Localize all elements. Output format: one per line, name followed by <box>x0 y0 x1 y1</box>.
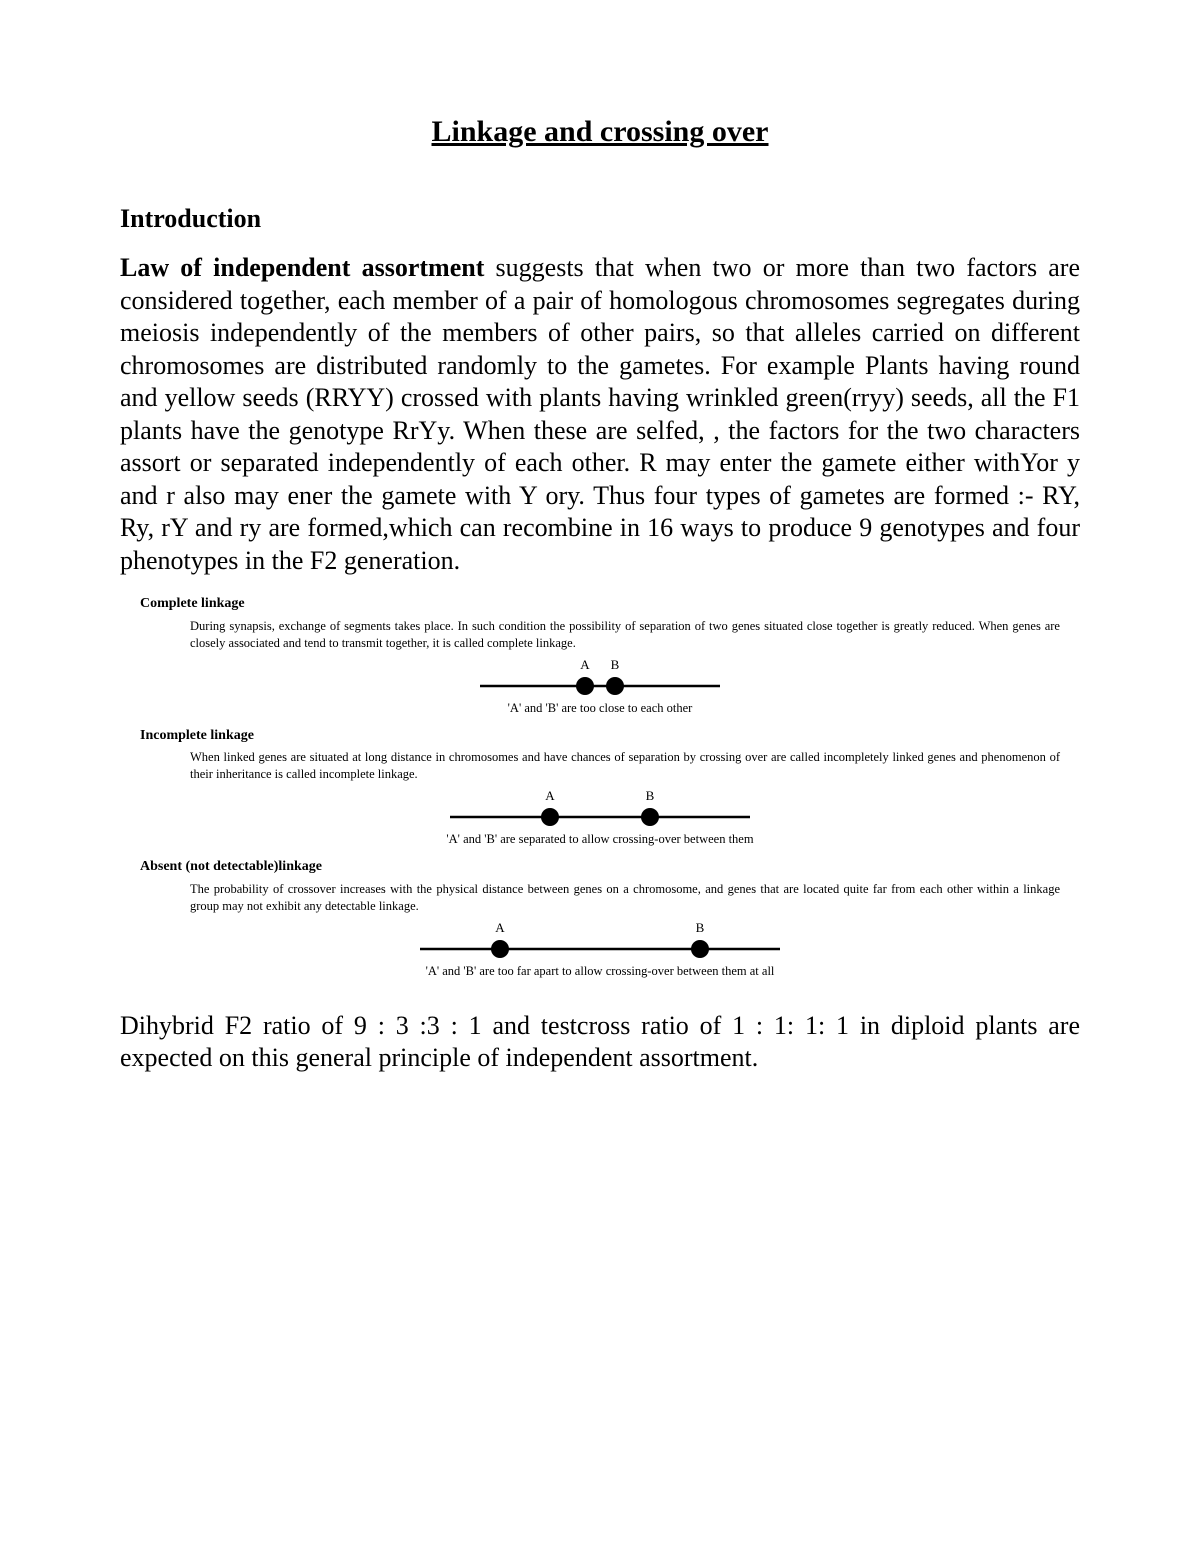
svg-text:A: A <box>580 658 590 672</box>
chromosome-diagram: AB <box>140 789 1060 829</box>
linkage-subheading: Incomplete linkage <box>140 727 1060 746</box>
chromosome-diagram: AB <box>140 921 1060 961</box>
chromosome-caption: 'A' and 'B' are too far apart to allow c… <box>140 963 1060 980</box>
svg-text:B: B <box>611 658 620 672</box>
linkage-description: When linked genes are situated at long d… <box>140 749 1060 783</box>
lead-rest-text: suggests that when two or more than two … <box>120 253 1080 575</box>
chromosome-diagram: AB <box>140 658 1060 698</box>
linkage-types-figure: Complete linkage During synapsis, exchang… <box>140 595 1060 980</box>
closing-paragraph: Dihybrid F2 ratio of 9 : 3 :3 : 1 and te… <box>120 1010 1080 1075</box>
linkage-subheading: Complete linkage <box>140 595 1060 614</box>
linkage-subheading: Absent (not detectable)linkage <box>140 858 1060 877</box>
svg-text:A: A <box>495 921 505 935</box>
lead-bold-phrase: Law of independent assortment <box>120 253 484 282</box>
svg-text:B: B <box>696 921 705 935</box>
chromosome-caption: 'A' and 'B' are separated to allow cross… <box>140 831 1060 848</box>
linkage-description: The probability of crossover increases w… <box>140 881 1060 915</box>
intro-paragraph: Law of independent assortment suggests t… <box>120 252 1080 577</box>
chromosome-caption: 'A' and 'B' are too close to each other <box>140 700 1060 717</box>
svg-text:B: B <box>646 789 655 803</box>
linkage-description: During synapsis, exchange of segments ta… <box>140 618 1060 652</box>
page-title: Linkage and crossing over <box>120 115 1080 149</box>
document-page: Linkage and crossing over Introduction L… <box>0 0 1200 1553</box>
section-heading-introduction: Introduction <box>120 204 1080 234</box>
svg-text:A: A <box>545 789 555 803</box>
